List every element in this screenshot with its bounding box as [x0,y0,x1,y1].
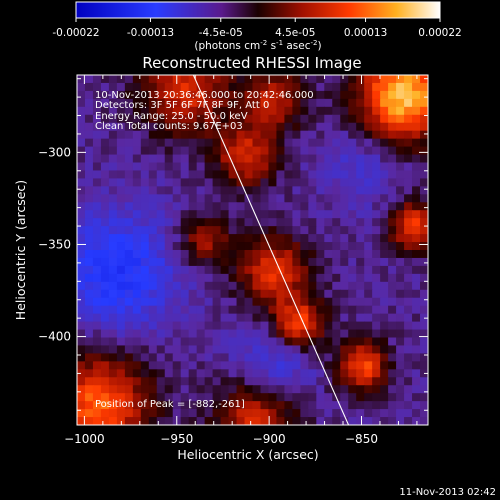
image-title: Reconstructed RHESSI Image [142,54,361,72]
peak-position-text: Position of Peak = [-882,-261] [95,399,245,410]
info-line-clean: Clean Total counts: 9.67E+03 [95,121,243,132]
colorbar-tick-label: -0.00022 [52,27,99,39]
x-tick-label: −850 [345,432,378,446]
x-tick-labels: −1000 −950 −900 −850 [64,432,378,446]
plot-frame [76,74,429,426]
colorbar-tick-label: -0.00013 [127,27,174,39]
colorbar-tick-label: 4.5e-05 [275,27,315,39]
info-line-detectors: Detectors: 3F 5F 6F 7F 8F 9F, Att 0 [95,100,269,111]
footer-timestamp: 11-Nov-2013 02:42 [399,487,496,498]
colorbar-tick-label: 0.00022 [418,27,461,39]
solar-limb-line [192,75,350,425]
colorbar-gradient [75,1,441,19]
colorbar-tick-label: -4.5e-05 [199,27,243,39]
y-tick-label: −350 [38,237,71,251]
x-tick-label: −1000 [64,432,105,446]
info-line-energy: Energy Range: 25.0 - 50.0 keV [95,111,248,122]
info-line-time: 10-Nov-2013 20:36:46.000 to 20:42:46.000 [95,90,314,101]
colorbar-ticks [75,18,441,22]
x-axis-label: Heliocentric X (arcsec) [177,447,318,462]
y-axis-label: Heliocentric Y (arcsec) [13,180,28,320]
heatmap-pixels [77,75,428,425]
colorbar-tick-labels: -0.00022 -0.00013 -4.5e-05 4.5e-05 0.00013 0.… [52,27,461,39]
colorbar: -0.00022 -0.00013 -4.5e-05 4.5e-05 0.00013 0.… [52,1,462,52]
colorbar-units: (photons cm-2 s-1 asec-2) [194,39,321,52]
x-tick-label: −950 [160,432,193,446]
y-tick-label: −300 [38,145,71,159]
y-tick-label: −400 [38,330,71,344]
x-tick-label: −900 [253,432,286,446]
info-text: 10-Nov-2013 20:36:46.000 to 20:42:46.000… [95,90,314,132]
rhessi-image [76,74,429,426]
y-tick-labels: −300 −350 −400 [38,145,71,343]
colorbar-tick-label: 0.00013 [344,27,387,39]
axis-ticks [77,75,428,425]
